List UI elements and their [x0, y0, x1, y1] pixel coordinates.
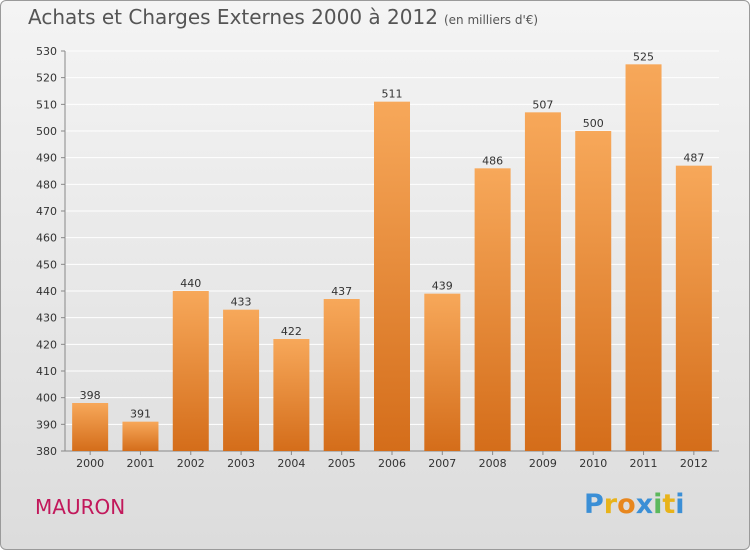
bar-2001: [122, 421, 159, 451]
proxiti-logo: Proxiti: [584, 489, 685, 520]
bars: [72, 64, 712, 452]
bar-2000: [72, 403, 109, 451]
x-tick-label-2002: 2002: [177, 457, 205, 470]
value-label-2006: 511: [382, 88, 403, 101]
value-labels: 398 391 440 433 422 437 511 439 486 507 500 525 487: [80, 50, 705, 420]
bar-2003: [223, 309, 260, 451]
chart-title-text: Achats et Charges Externes 2000 à 2012: [28, 5, 438, 29]
y-tick-label: 510: [36, 98, 57, 111]
y-tick-label: 400: [36, 392, 57, 405]
x-tick-label-2011: 2011: [630, 457, 658, 470]
y-tick-label: 480: [36, 178, 57, 191]
bar-2006: [374, 101, 410, 452]
logo-letter: x: [635, 489, 654, 520]
value-label-2008: 486: [482, 154, 503, 167]
y-tick-label: 440: [36, 285, 57, 298]
x-tick-label-2012: 2012: [680, 457, 708, 470]
value-label-2005: 437: [331, 285, 352, 298]
y-tick-label: 460: [36, 232, 57, 245]
value-label-2010: 500: [583, 117, 604, 130]
y-tick-label: 380: [36, 445, 57, 458]
value-label-2009: 507: [532, 98, 553, 111]
value-label-2011: 525: [633, 50, 654, 63]
y-tick-label: 470: [36, 205, 57, 218]
y-tick-label: 450: [36, 258, 57, 271]
value-label-2002: 440: [180, 277, 201, 290]
y-tick-label: 500: [36, 125, 57, 138]
bar-2004: [273, 339, 310, 451]
y-tick-label: 430: [36, 312, 57, 325]
x-tick-label-2003: 2003: [227, 457, 255, 470]
chart-title: Achats et Charges Externes 2000 à 2012 (e…: [28, 5, 538, 29]
x-tick-label-2009: 2009: [529, 457, 557, 470]
value-label-2003: 433: [231, 296, 252, 309]
logo-letter: P: [584, 489, 604, 520]
bar-2007: [424, 293, 461, 451]
x-tick-label-2000: 2000: [76, 457, 104, 470]
value-label-2001: 391: [130, 408, 151, 421]
y-tick-label: 420: [36, 338, 57, 351]
x-tick-label-2001: 2001: [126, 457, 154, 470]
bar-2012: [675, 165, 712, 451]
value-label-2007: 439: [432, 280, 453, 293]
y-tick-label: 520: [36, 72, 57, 85]
value-label-2012: 487: [683, 152, 704, 165]
y-tick-label: 530: [36, 45, 57, 58]
tick-labels: 380 390 400 410 420 430 440 450 460 470 480 490 500 5…: [36, 45, 708, 470]
logo-letter: o: [617, 489, 636, 520]
x-tick-label-2007: 2007: [428, 457, 456, 470]
y-tick-label: 390: [36, 418, 57, 431]
value-label-2004: 422: [281, 325, 302, 338]
x-tick-label-2010: 2010: [579, 457, 607, 470]
x-tick-label-2008: 2008: [479, 457, 507, 470]
logo-letter: i: [653, 489, 663, 520]
value-label-2000: 398: [80, 389, 101, 402]
bar-2008: [474, 168, 511, 452]
x-tick-label-2004: 2004: [277, 457, 305, 470]
x-tick-label-2005: 2005: [328, 457, 356, 470]
bar-2010: [575, 131, 612, 451]
chart-unit-note: (en milliers d'€): [443, 13, 539, 27]
commune-name: MAURON: [35, 495, 126, 519]
logo-letter: r: [603, 489, 618, 520]
logo-letter: i: [675, 489, 685, 520]
y-tick-label: 490: [36, 152, 57, 165]
x-tick-label-2006: 2006: [378, 457, 406, 470]
bar-2005: [323, 299, 360, 451]
logo-letter: t: [662, 489, 676, 520]
bar-2009: [524, 112, 561, 451]
bar-2002: [172, 291, 209, 451]
y-tick-label: 410: [36, 365, 57, 378]
bar-2011: [625, 64, 662, 452]
